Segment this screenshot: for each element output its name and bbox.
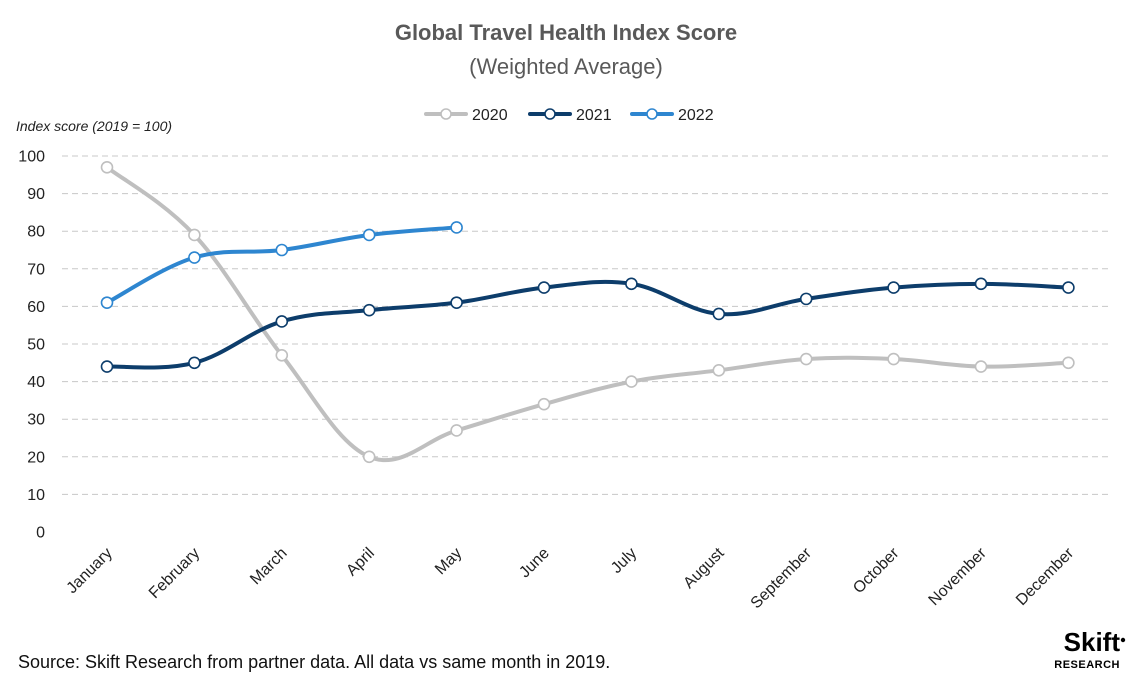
legend-marker-2022 (646, 108, 658, 120)
logo-subtitle: RESEARCH (1054, 659, 1120, 671)
source-note: Source: Skift Research from partner data… (18, 652, 610, 672)
data-point-2020 (188, 228, 201, 242)
series-line-2021 (105, 279, 1071, 370)
data-point-2020 (100, 160, 114, 174)
x-tick-label: July (608, 545, 640, 577)
x-tick-label: April (343, 545, 378, 580)
legend-label-2020: 2020 (472, 107, 508, 124)
x-tick-label: November (926, 544, 991, 609)
x-tick-label: December (1013, 544, 1078, 609)
series-line-2020 (105, 165, 1071, 463)
x-tick-label: August (680, 544, 728, 592)
y-tick-label: 50 (27, 337, 45, 354)
data-point-2021 (625, 277, 638, 291)
y-tick-label: 30 (27, 412, 45, 429)
x-tick-label: June (516, 545, 553, 582)
logo-dot (1120, 637, 1126, 643)
data-point-2021 (275, 315, 289, 328)
y-tick-label: 90 (27, 186, 45, 203)
x-axis-ticks: January February March April May June July Augu… (64, 544, 1078, 612)
legend: 2020 2021 2022 (424, 107, 714, 124)
y-tick-label: 20 (27, 449, 45, 466)
data-point-2021 (100, 360, 114, 373)
legend-marker-2021 (544, 108, 556, 120)
x-tick-label: September (748, 544, 816, 612)
x-tick-label: October (850, 544, 903, 597)
data-point-2022 (100, 296, 114, 309)
data-point-2020 (974, 360, 988, 373)
grid (62, 155, 1110, 495)
y-tick-label: 70 (27, 261, 45, 278)
data-point-2021 (362, 303, 376, 317)
legend-marker-2020 (440, 108, 452, 120)
data-point-2020 (799, 352, 813, 366)
y-tick-label: 60 (27, 299, 45, 316)
series-line-2022 (105, 225, 459, 305)
x-tick-label: May (432, 545, 465, 578)
legend-label-2021: 2021 (576, 107, 612, 124)
data-point-2022 (188, 251, 201, 264)
y-tick-label: 40 (27, 374, 45, 391)
chart-subtitle: (Weighted Average) (469, 54, 663, 79)
data-point-2021 (799, 292, 813, 306)
skift-research-logo: Skift RESEARCH (1054, 627, 1126, 671)
data-point-2022 (362, 228, 376, 242)
y-tick-label: 100 (18, 149, 45, 166)
data-point-2021 (537, 281, 551, 294)
y-tick-label: 0 (36, 525, 45, 542)
data-point-2022 (450, 221, 463, 234)
data-point-2021 (712, 307, 726, 321)
x-tick-label: January (64, 545, 116, 597)
data-point-2020 (362, 450, 376, 464)
data-point-2020 (712, 364, 726, 377)
data-point-2021 (188, 356, 201, 370)
data-point-2021 (450, 296, 463, 309)
y-tick-label: 10 (27, 487, 45, 504)
logo-wordmark: Skift (1064, 627, 1121, 657)
data-point-2021 (974, 277, 988, 291)
series-lines (105, 165, 1071, 463)
data-point-2020 (1062, 356, 1075, 370)
data-point-2021 (1062, 281, 1075, 294)
y-tick-label: 80 (27, 224, 45, 241)
data-point-2020 (275, 348, 289, 362)
y-axis-ticks: 0 10 20 30 40 50 60 70 80 90 100 (18, 149, 45, 542)
data-point-2020 (625, 375, 638, 388)
data-point-2020 (887, 352, 900, 366)
chart-title: Global Travel Health Index Score (395, 20, 737, 45)
data-point-2020 (537, 397, 551, 411)
y-axis-label: Index score (2019 = 100) (16, 118, 172, 134)
data-point-2021 (887, 281, 900, 294)
data-point-2022 (275, 243, 289, 257)
data-point-2020 (450, 424, 463, 437)
x-tick-label: March (247, 545, 290, 588)
legend-label-2022: 2022 (678, 107, 714, 124)
x-tick-label: February (146, 545, 203, 602)
series-points (100, 160, 1075, 464)
